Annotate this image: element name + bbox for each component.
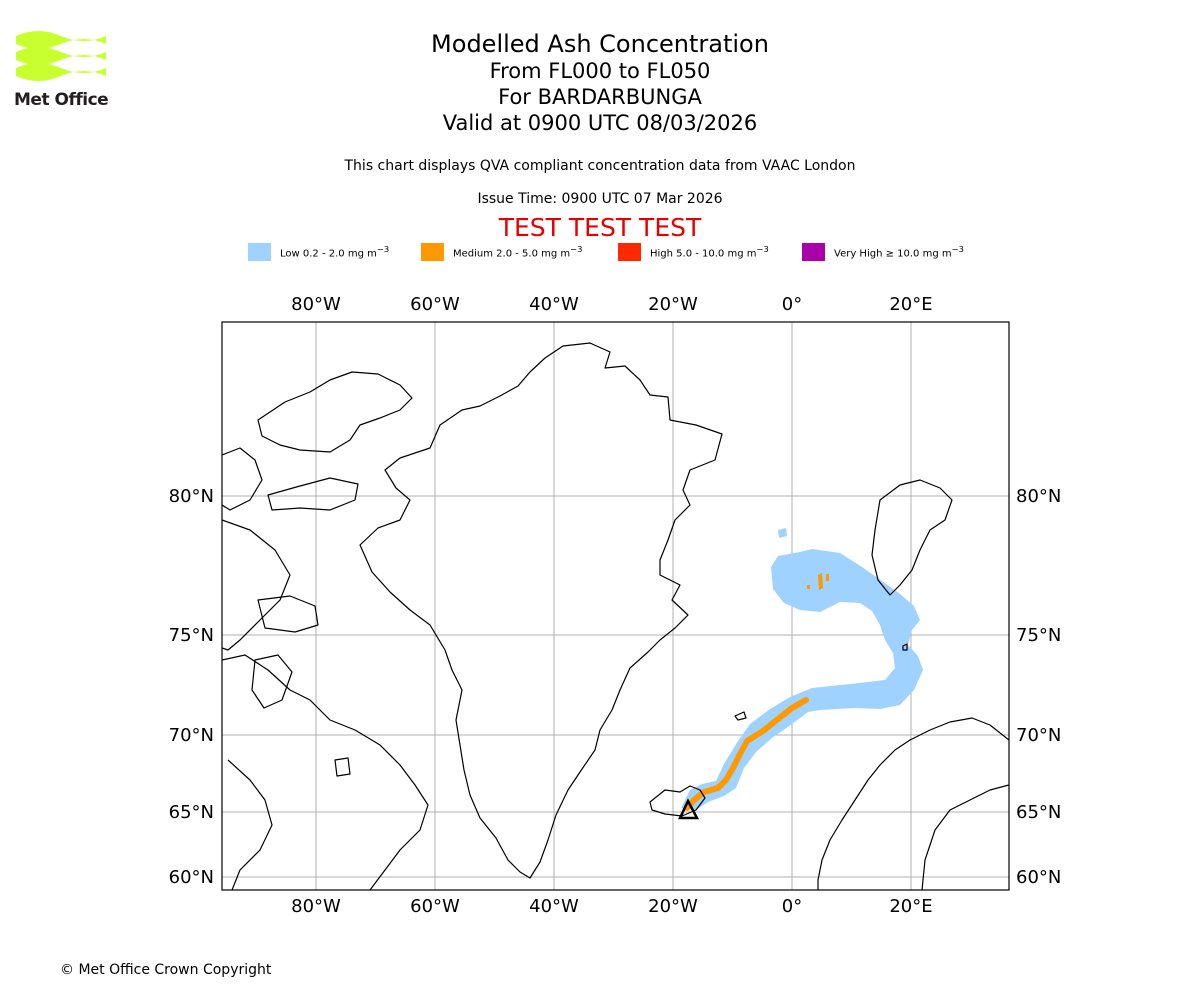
- lat-labels-left: 80°N 75°N 70°N 65°N 60°N: [169, 486, 214, 888]
- coastline-bear-island: [902, 643, 908, 651]
- lon-label-bottom-40w: 40°W: [529, 896, 579, 917]
- coastline-canada-arctic-3: [267, 477, 359, 511]
- legend-unit-exponent: −3: [376, 244, 390, 255]
- lon-label-top-80w: 80°W: [291, 294, 341, 315]
- lon-label-bottom-20w: 20°W: [648, 896, 698, 917]
- coastline-canada-arctic-2: [222, 447, 263, 511]
- legend-label-low: Low 0.2 - 2.0 mg m: [280, 248, 377, 260]
- lat-label-right-65n: 65°N: [1016, 802, 1061, 823]
- legend-swatch-low: [248, 243, 271, 261]
- coastline-jan-mayen: [734, 711, 747, 721]
- coastline-iceland: [649, 785, 706, 817]
- lat-label-right-80n: 80°N: [1016, 486, 1061, 507]
- lat-label-left-75n: 75°N: [169, 625, 214, 646]
- legend-unit-exponent: −3: [756, 244, 769, 255]
- map-canvas: [222, 322, 1009, 890]
- legend-swatch-very-high: [802, 243, 825, 261]
- lat-labels-right: 80°N 75°N 70°N 65°N 60°N: [1016, 486, 1061, 888]
- legend-unit-exponent: −3: [951, 244, 964, 255]
- legend-label-medium: Medium 2.0 - 5.0 mg m: [453, 248, 571, 260]
- lon-labels-top: 80°W 60°W 40°W 20°W 0° 20°E: [291, 294, 932, 315]
- coastline-svalbard: [871, 479, 953, 596]
- chart-title-block: Modelled Ash Concentration From FL000 to…: [0, 30, 1200, 136]
- met-office-logo: Met Office: [14, 30, 109, 112]
- chart-subtitle: This chart displays QVA compliant concen…: [344, 158, 856, 174]
- ash-medium-patch-2: [826, 574, 829, 581]
- legend-item-medium: Medium 2.0 - 5.0 mg m−3: [421, 243, 582, 261]
- logo-text: Met Office: [14, 90, 109, 110]
- flight-levels: From FL000 to FL050: [489, 59, 711, 83]
- test-banner: TEST TEST TEST: [498, 213, 702, 242]
- coastline-island-3: [334, 757, 351, 777]
- coastline-canada-east: [222, 654, 429, 890]
- coastline-canada-arctic-1: [257, 371, 413, 453]
- ash-medium-patch-3: [807, 585, 810, 589]
- lat-label-right-70n: 70°N: [1016, 725, 1061, 746]
- volcano-marker-icon: [678, 798, 700, 820]
- legend-item-very-high: Very High ≥ 10.0 mg m−3: [802, 243, 964, 261]
- legend-swatch-high: [618, 243, 641, 261]
- issue-time: Issue Time: 0900 UTC 07 Mar 2026: [477, 191, 723, 207]
- legend-label-high: High 5.0 - 10.0 mg m: [650, 248, 757, 260]
- coastlines: [222, 342, 1009, 890]
- coastline-island-2: [251, 654, 293, 709]
- legend: Low 0.2 - 2.0 mg m−3 Medium 2.0 - 5.0 mg…: [0, 243, 1200, 265]
- lon-label-top-40w: 40°W: [529, 294, 579, 315]
- map-frame: [221, 321, 1010, 891]
- legend-swatch-medium: [421, 243, 444, 261]
- lon-label-bottom-80w: 80°W: [291, 896, 341, 917]
- coastline-greenland: [359, 342, 723, 879]
- legend-label-very-high: Very High ≥ 10.0 mg m: [834, 248, 952, 260]
- lon-label-top-20w: 20°W: [648, 294, 698, 315]
- coastline-island-1: [257, 595, 319, 633]
- legend-unit-exponent: −3: [570, 244, 583, 255]
- lat-label-left-65n: 65°N: [169, 802, 214, 823]
- lat-label-left-60n: 60°N: [169, 867, 214, 888]
- lon-label-bottom-60w: 60°W: [410, 896, 460, 917]
- ash-low-patch: [778, 528, 787, 538]
- coastline-finland: [921, 784, 1009, 890]
- ash-low-plume: [681, 549, 923, 810]
- lon-label-top-0: 0°: [782, 294, 802, 315]
- coastline-scandinavia: [817, 717, 1009, 890]
- legend-item-low: Low 0.2 - 2.0 mg m−3: [248, 243, 389, 261]
- lon-label-top-60w: 60°W: [410, 294, 460, 315]
- chart-title: Modelled Ash Concentration: [431, 30, 769, 58]
- lon-labels-bottom: 80°W 60°W 40°W 20°W 0° 20°E: [291, 896, 932, 917]
- copyright-notice: © Met Office Crown Copyright: [60, 962, 272, 978]
- lon-label-bottom-20e: 20°E: [889, 896, 932, 917]
- lon-label-bottom-0: 0°: [782, 896, 802, 917]
- coastline-hudson: [227, 759, 273, 890]
- met-office-waves-icon: [16, 31, 106, 81]
- ash-medium-patch-1: [818, 573, 823, 590]
- coastline-baffin: [222, 519, 291, 651]
- legend-item-high: High 5.0 - 10.0 mg m−3: [618, 243, 769, 261]
- lat-label-right-60n: 60°N: [1016, 867, 1061, 888]
- lon-label-top-20e: 20°E: [889, 294, 932, 315]
- lat-label-left-70n: 70°N: [169, 725, 214, 746]
- valid-time: Valid at 0900 UTC 08/03/2026: [442, 111, 758, 135]
- volcano-name: For BARDARBUNGA: [498, 85, 702, 109]
- lat-label-left-80n: 80°N: [169, 486, 214, 507]
- lat-label-right-75n: 75°N: [1016, 625, 1061, 646]
